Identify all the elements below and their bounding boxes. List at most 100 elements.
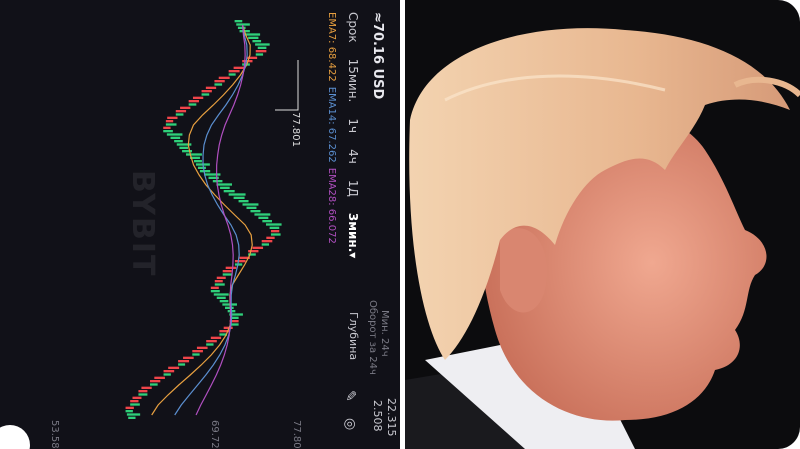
candle	[214, 80, 225, 83]
candle	[216, 183, 233, 186]
candle	[150, 383, 158, 386]
candle	[248, 250, 259, 253]
candle	[128, 416, 136, 419]
timeframe-15m[interactable]: 15мин.	[346, 58, 360, 103]
candle	[138, 390, 148, 393]
candle	[210, 286, 219, 289]
candle	[125, 410, 133, 413]
candle	[234, 263, 243, 266]
candle	[219, 300, 229, 303]
candle	[228, 193, 246, 196]
candle	[193, 160, 202, 163]
axis-tick-high: 77.80	[291, 420, 302, 449]
timeframe-1h[interactable]: 1ч	[346, 118, 360, 134]
candle	[188, 100, 199, 103]
candle	[234, 20, 243, 23]
axis-tick-mid: 69.72	[209, 420, 220, 449]
candle	[248, 36, 259, 39]
ema-line	[195, 24, 246, 416]
draw-tool-icon[interactable]: ✎	[342, 390, 358, 402]
candle	[222, 270, 232, 273]
candle	[199, 170, 211, 173]
candle	[165, 120, 174, 123]
candle	[150, 380, 161, 383]
candle	[252, 40, 262, 43]
timeframe-label: Срок	[346, 12, 360, 43]
candle	[228, 70, 240, 73]
candle	[214, 280, 223, 283]
candle	[130, 400, 139, 403]
candle	[141, 386, 152, 389]
portrait-photo	[405, 28, 800, 449]
candle	[269, 226, 280, 229]
candle	[258, 216, 269, 219]
candle	[196, 346, 208, 349]
candle	[228, 73, 236, 76]
candle	[175, 113, 184, 116]
timeframe-1d[interactable]: 1Д	[346, 179, 360, 197]
candle	[176, 143, 192, 146]
candle	[138, 393, 148, 396]
candle	[189, 156, 200, 159]
ema7-label: EMA7: 68.422	[326, 12, 337, 82]
candle	[182, 150, 193, 153]
candle	[248, 253, 256, 256]
candle	[174, 140, 183, 143]
timeframe-4h[interactable]: 4ч	[346, 149, 360, 164]
candle	[175, 110, 187, 113]
candle	[213, 293, 229, 296]
candle	[201, 93, 210, 96]
candle	[254, 213, 271, 216]
max-marker: 77.801	[290, 112, 301, 147]
candle	[130, 403, 140, 406]
candle	[265, 223, 282, 226]
candle	[229, 313, 243, 316]
low-24h-value: 22.315	[385, 398, 398, 437]
candle	[242, 203, 259, 206]
candle	[255, 53, 264, 56]
candle	[192, 353, 200, 356]
candle	[166, 133, 183, 136]
candle	[266, 236, 275, 239]
candle	[229, 323, 239, 326]
candle	[223, 190, 235, 193]
candle	[238, 200, 249, 203]
candle	[225, 306, 234, 309]
ema-legend: EMA7: 68.422 EMA14: 67.262 EMA28: 66.072	[326, 12, 337, 244]
candle	[222, 273, 232, 276]
candle	[237, 26, 246, 29]
candle	[243, 33, 261, 36]
candle	[163, 130, 173, 133]
candle	[165, 123, 177, 126]
candle	[225, 266, 237, 269]
candle	[210, 336, 222, 339]
candle	[192, 96, 204, 99]
ear	[500, 228, 547, 313]
candle	[197, 166, 206, 169]
candle	[239, 256, 250, 259]
candle	[219, 330, 230, 333]
candle	[125, 406, 134, 409]
candle	[192, 350, 203, 353]
candle	[216, 276, 226, 279]
candle	[126, 413, 141, 416]
candle	[246, 56, 258, 59]
candle	[220, 186, 230, 189]
ema28-label: EMA28: 66.072	[326, 167, 337, 244]
candle	[205, 86, 217, 89]
ema14-label: EMA14: 67.262	[326, 86, 337, 163]
watermark: BYBIT	[125, 170, 160, 278]
candle	[214, 283, 225, 286]
candle	[233, 196, 245, 199]
timeframe-3m-dropdown[interactable]: 3мин.▾	[346, 212, 360, 259]
axis-tick-low: 53.58	[49, 420, 60, 449]
candle	[186, 153, 202, 156]
candle	[261, 240, 273, 243]
candle	[210, 290, 220, 293]
depth-tab[interactable]: Глубина	[347, 312, 360, 361]
candle	[132, 396, 142, 399]
ema-line	[174, 24, 248, 416]
settings-icon[interactable]: ◎	[342, 418, 358, 431]
candle	[233, 66, 244, 69]
candle	[218, 76, 230, 79]
